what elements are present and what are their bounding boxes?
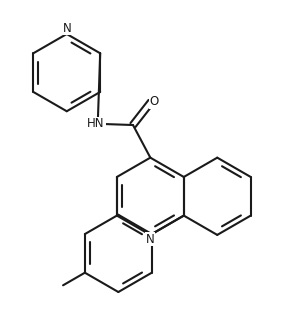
- Text: N: N: [62, 22, 71, 35]
- Text: O: O: [150, 96, 159, 108]
- Text: HN: HN: [87, 117, 105, 130]
- Text: N: N: [146, 233, 155, 245]
